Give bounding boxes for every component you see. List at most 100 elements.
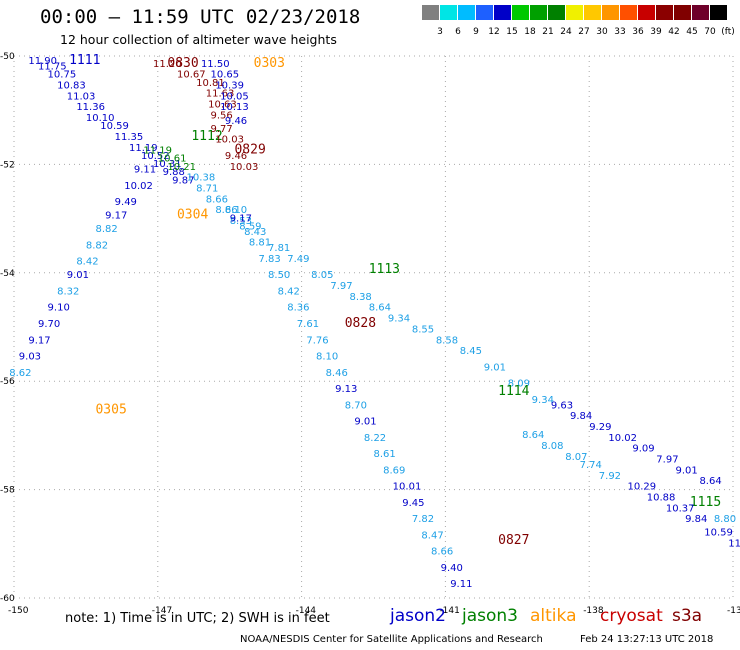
swh-value: 8.64 (369, 303, 391, 314)
swh-value: 10.13 (220, 102, 249, 113)
swh-value: 10.38 (187, 173, 216, 184)
swh-value: 7.82 (412, 514, 434, 525)
lon-tick-label: -138 (583, 606, 604, 616)
swh-value: 10.21 (167, 162, 196, 173)
swh-value: 9.17 (28, 335, 50, 346)
swh-value: 8.43 (244, 227, 266, 238)
swh-value: 9.34 (388, 314, 410, 325)
legend-label: 27 (578, 27, 590, 37)
lon-tick-label: -150 (8, 606, 29, 616)
lon-tick-label: -135 (727, 606, 740, 616)
swh-value: 8.81 (249, 238, 271, 249)
legend-label: 30 (596, 27, 608, 37)
legend-label: 21 (542, 27, 554, 37)
lat-tick-label: -50 (0, 52, 15, 62)
satellite-name: altika (530, 606, 577, 626)
legend-label: 6 (455, 27, 461, 37)
legend-swatch (458, 5, 475, 20)
swh-value: 8.58 (436, 335, 458, 346)
pass-time-label: 0303 (254, 56, 285, 71)
swh-value: 9.45 (402, 498, 424, 509)
swh-value: 11.36 (76, 102, 105, 113)
swh-value: 8.70 (345, 400, 367, 411)
swh-value: 10.37 (666, 503, 695, 514)
swh-value: 9.63 (551, 400, 573, 411)
legend-swatch (476, 5, 493, 20)
swh-value: 7.83 (258, 254, 280, 265)
swh-value: 8.53 (230, 216, 252, 227)
legend-swatch (440, 5, 457, 20)
satellite-name: jason2 (390, 606, 446, 626)
satellite-name: cryosat (600, 606, 663, 626)
legend-label: 15 (506, 27, 518, 37)
swh-value: 9.88 (163, 167, 185, 178)
swh-value: 9.11 (134, 165, 156, 176)
swh-value: 8.42 (278, 286, 300, 297)
swh-value: 11.75 (38, 62, 67, 73)
swh-value: 10.81 (196, 78, 225, 89)
swh-value: 10.59 (100, 121, 129, 132)
swh-value: 10.29 (628, 482, 657, 493)
pass-time-label: 0827 (498, 533, 529, 548)
swh-value: 8.64 (699, 476, 721, 487)
legend-label: 24 (560, 27, 572, 37)
swh-value: 11.70 (728, 539, 740, 550)
swh-value: 8.71 (196, 184, 218, 195)
swh-value: 10.01 (393, 482, 422, 493)
swh-value: 9.11 (450, 579, 472, 590)
swh-value: 10.03 (215, 135, 244, 146)
swh-value: 9.46 (225, 116, 247, 127)
swh-value: 11.20 (153, 59, 182, 70)
credit-line: NOAA/NESDIS Center for Satellite Applica… (240, 634, 543, 645)
swh-value: 10.52 (141, 151, 170, 162)
lat-tick-label: -54 (0, 269, 15, 279)
lat-tick-label: -56 (0, 377, 15, 387)
swh-value: 8.80 (714, 514, 736, 525)
swh-value: 9.01 (354, 417, 376, 428)
footnote: note: 1) Time is in UTC; 2) SWH is in fe… (65, 611, 330, 626)
swh-value: 10.59 (704, 528, 733, 539)
generated-timestamp: Feb 24 13:27:13 UTC 2018 (580, 634, 714, 645)
swh-value: 10.02 (608, 433, 637, 444)
swh-value: 9.46 (225, 151, 247, 162)
swh-value: 9.01 (675, 465, 697, 476)
swh-value: 9.29 (589, 422, 611, 433)
legend-label: (ft) (721, 27, 735, 37)
swh-value: 11.35 (115, 132, 144, 143)
pass-time-label: 0304 (177, 208, 208, 223)
swh-value: 8.55 (412, 324, 434, 335)
legend-swatch (530, 5, 547, 20)
swh-value: 8.10 (316, 352, 338, 363)
swh-value: 7.97 (656, 455, 678, 466)
swh-value: 8.61 (374, 449, 396, 460)
swh-value: 9.84 (570, 411, 592, 422)
legend-swatch (566, 5, 583, 20)
lon-tick-label: -144 (296, 606, 317, 616)
legend-label: 70 (704, 27, 716, 37)
legend-label: 42 (668, 27, 680, 37)
legend-label: 12 (488, 27, 500, 37)
legend-swatch (674, 5, 691, 20)
swh-value: 9.01 (67, 270, 89, 281)
pass-time-label: 1111 (69, 53, 100, 68)
swh-value: 8.09 (508, 379, 530, 390)
swh-value: 9.56 (211, 110, 233, 121)
legend-swatch (584, 5, 601, 20)
swh-value: 8.59 (239, 221, 261, 232)
legend-label: 18 (524, 27, 536, 37)
satellite-name: s3a (672, 606, 703, 626)
legend-swatch (710, 5, 727, 20)
legend-swatch (638, 5, 655, 20)
swh-value: 9.70 (38, 319, 60, 330)
swh-value: 10.63 (208, 99, 237, 110)
swh-value: 8.10 (225, 205, 247, 216)
swh-value: 7.76 (306, 335, 328, 346)
lat-tick-label: -60 (0, 594, 15, 604)
swh-value: 9.84 (685, 514, 707, 525)
swh-value: 8.47 (421, 530, 443, 541)
swh-value: 10.10 (86, 113, 115, 124)
swh-value: 9.17 (105, 211, 127, 222)
map-subtitle: 12 hour collection of altimeter wave hei… (60, 32, 337, 47)
pass-time-label: 1114 (498, 384, 529, 399)
swh-value: 7.81 (268, 243, 290, 254)
